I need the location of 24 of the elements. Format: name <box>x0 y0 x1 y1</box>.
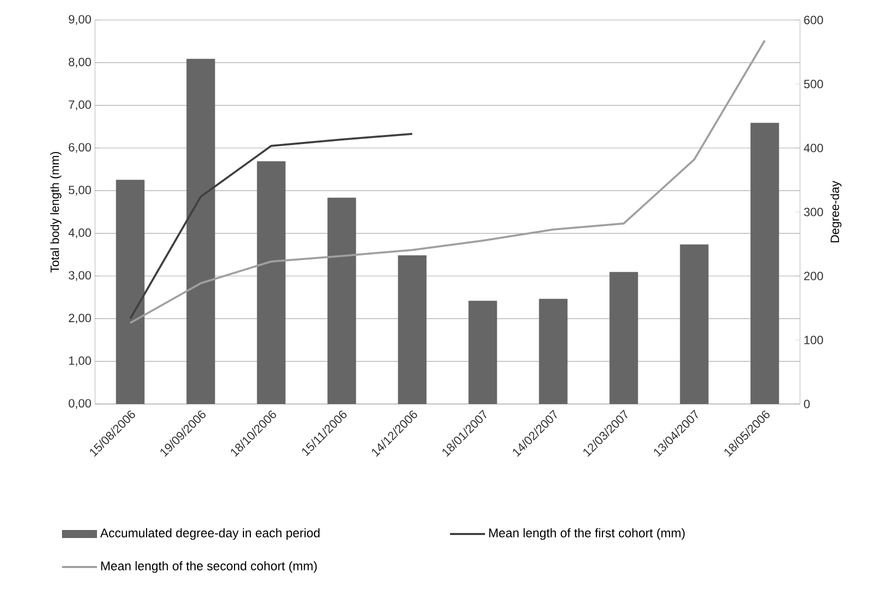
y2-tick-label: 500 <box>804 80 824 88</box>
y-tick-label: 6,00 <box>68 143 92 153</box>
y-axis-title: Total body length (mm) <box>50 152 62 273</box>
legend-label: Accumulated degree-day in each period <box>100 528 320 540</box>
y-tick-label: 8,00 <box>68 58 92 68</box>
y2-axis-title: Degree-day <box>830 180 842 242</box>
y-tick-label: 3,00 <box>68 271 92 281</box>
y2-tick-label: 600 <box>804 16 824 24</box>
y-tick-label: 7,00 <box>68 100 92 110</box>
y-tick-label: 5,00 <box>68 186 92 196</box>
legend-label: Mean length of the first cohort (mm) <box>489 528 685 540</box>
y-tick-label: 2,00 <box>68 314 92 324</box>
y2-tick-label: 100 <box>804 336 824 344</box>
legend-label: Mean length of the second cohort (mm) <box>101 561 317 573</box>
y-tick-label: 0,00 <box>68 399 92 409</box>
line-series <box>129 39 766 324</box>
y-tick-label: 1,00 <box>69 356 92 366</box>
y2-tick-label: 0 <box>804 400 810 408</box>
y2-tick-label: 200 <box>804 272 824 280</box>
line-series <box>129 132 414 320</box>
y-tick-label: 4,00 <box>68 228 92 238</box>
y2-tick-label: 300 <box>804 208 824 216</box>
y-tick-label: 9,00 <box>68 15 92 25</box>
y2-tick-label: 400 <box>804 144 824 152</box>
